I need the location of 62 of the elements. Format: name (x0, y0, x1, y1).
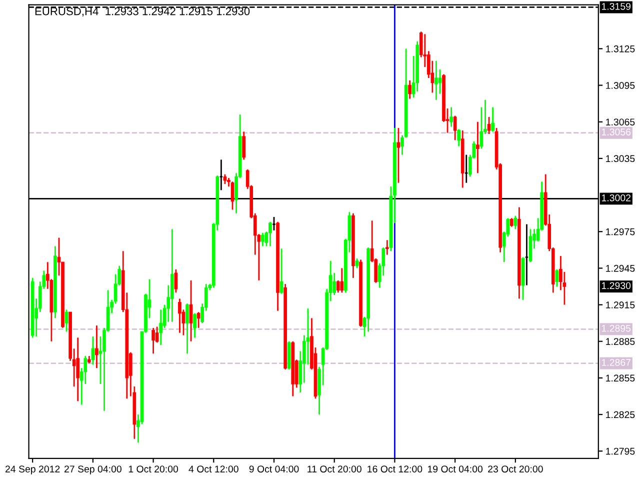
candlestick (159, 308, 162, 346)
ref-line-label: 1.2867 (602, 359, 630, 366)
candlestick (524, 224, 529, 286)
candlestick (242, 130, 246, 160)
candlestick (385, 239, 389, 256)
x-tick-label: 23 Oct 20:00 (488, 466, 543, 472)
candlestick (91, 336, 95, 366)
ref-line-label: 1.2895 (602, 324, 631, 332)
text: 1.2930 (602, 282, 631, 290)
candlestick (174, 268, 178, 294)
x-tick-label: 16 Oct 12:00 (368, 466, 422, 472)
candlestick (178, 298, 182, 334)
candlestick (186, 302, 189, 354)
x-tick-label: 19 Oct 04:00 (428, 466, 483, 472)
x-tick-label: 1 Oct 20:00 (128, 466, 178, 472)
candlestick (453, 115, 457, 141)
y-tick-label: 1.3065 (606, 118, 635, 126)
candlestick (196, 311, 200, 329)
y-tick-label: 1.2855 (606, 374, 635, 382)
candlestick (340, 267, 344, 294)
y-tick-label: 1.2915 (606, 301, 635, 308)
y-tick-label: 1.2945 (606, 264, 635, 272)
candlestick (280, 248, 284, 294)
candlestick (450, 106, 453, 128)
candlestick (355, 258, 359, 269)
ref-line-label: 1.3056 (602, 128, 631, 136)
candlestick (189, 280, 193, 342)
y-tick-label: 1.3125 (606, 45, 635, 52)
candlestick (230, 180, 234, 210)
y-tick-label: 1.3035 (606, 155, 635, 162)
candlestick (332, 272, 336, 296)
candlestick (438, 68, 442, 95)
x-tick-label: 11 Oct 20:00 (308, 466, 362, 472)
candlestick (476, 121, 480, 174)
chart-title: EURUSD,H4 1.2933 1.2942 1.2915 1.2930 (35, 7, 250, 17)
candlestick (261, 232, 264, 247)
x-tick-label: 24 Sep 2012 (5, 466, 60, 474)
y-tick-label: 1.2825 (606, 411, 635, 418)
ref-line-label: 1.3002 (602, 194, 630, 202)
candlestick (193, 312, 196, 338)
candlestick (491, 106, 494, 132)
candlestick (95, 324, 98, 369)
candlestick (396, 127, 400, 184)
x-tick-label: 4 Oct 12:00 (188, 466, 238, 472)
y-tick-label: 1.2885 (606, 338, 635, 345)
candlestick (408, 80, 412, 100)
candlestick (152, 327, 155, 354)
y-tick-label: 1.2795 (606, 448, 635, 455)
y-tick-label: 1.2975 (606, 228, 635, 236)
candlestick (555, 268, 559, 288)
candlestick (64, 308, 68, 332)
candlestick (76, 336, 80, 402)
candlestick (514, 215, 518, 230)
y-tick-label: 1.3095 (606, 82, 635, 89)
candlestick (457, 128, 460, 147)
candlestick (268, 221, 272, 247)
x-tick-label: 27 Sep 04:00 (64, 466, 122, 474)
candlestick (336, 280, 340, 294)
x-tick-label: 9 Oct 04:00 (249, 466, 299, 472)
candlestick (219, 158, 224, 191)
ref-line-label: 1.3159 (602, 2, 631, 10)
candlestick (434, 60, 438, 101)
